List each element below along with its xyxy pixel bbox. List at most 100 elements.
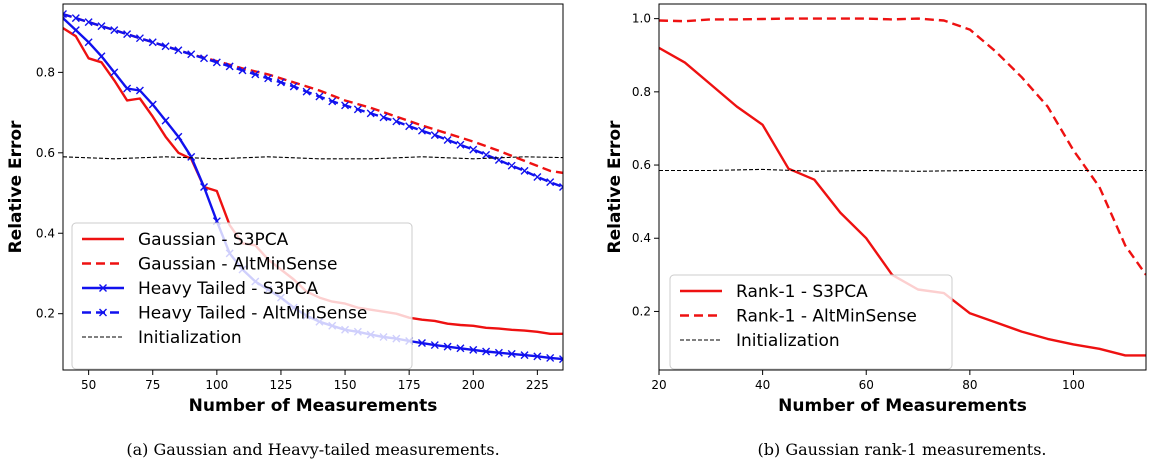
y-tick-label: 0.8 [36,65,55,79]
series-2-point [494,348,503,357]
plot-frame [658,3,1147,371]
legend-box [669,274,953,370]
x-tick-label: 60 [859,378,874,392]
y-tick-label: 0.8 [632,85,651,99]
legend-entry-label: Heavy Tailed - S3PCA [138,279,319,299]
x-tick-label: 40 [755,378,770,392]
series-3-point [251,70,260,79]
chart-panel-b: 20 40 60 80 100 0.2 0.4 0.6 0.8 1.0 Number of Meas… [605,3,1147,459]
series-3-point [71,14,80,23]
y-tick-label: 0.2 [632,304,651,318]
x-tick-label: 100 [1062,378,1085,392]
series-3-point [328,97,337,106]
x-axis-label: Number of Measurements [189,396,438,416]
x-tick-label: 175 [398,378,421,392]
legend-entry-label: Initialization [138,328,242,348]
series-3-point [507,161,516,170]
series-3-point [302,87,311,96]
legend-entry-label: Initialization [736,331,840,351]
y-tick-label: 0.6 [632,158,651,172]
series-3-point [533,172,542,181]
plot-frame [62,3,564,371]
series-3-point [341,101,350,110]
legend-entry-label: Rank-1 - AltMinSense [736,307,917,327]
series-3-point [84,18,93,27]
series-2-point [110,68,119,77]
y-tick-label: 1.0 [632,12,651,26]
x-tick-label: 125 [269,378,292,392]
series-3-point [366,109,375,118]
series-3-point [200,54,209,63]
series-3-point [225,62,234,71]
series-3-point [148,38,157,47]
series-line-2 [659,168,1146,172]
series-2-point [430,341,439,350]
series-3-point [110,26,119,35]
y-tick-label: 0.6 [36,146,55,160]
series-line-4 [63,156,563,160]
series-2-point [533,352,542,361]
series-2-point [135,86,144,95]
series-3-point [63,10,67,19]
y-tick-label: 0.4 [36,226,55,240]
series-2-point [417,339,426,348]
y-tick-label: 0.2 [36,307,55,321]
legend-box [71,222,413,370]
legend-entry-label: Heavy Tailed - AltMinSense [138,304,367,324]
series-3-point [482,150,491,159]
series-3-point [276,78,285,87]
series-2-point [161,116,170,125]
figure-caption: (b) Gaussian rank-1 measurements. [758,440,1047,459]
series-2-point [443,342,452,351]
series-3-point [161,42,170,51]
x-tick-label: 80 [962,378,977,392]
series-3-point [264,74,273,83]
x-tick-label: 75 [145,378,160,392]
legend: Rank-1 - S3PCA Rank-1 - AltMinSense Initia… [669,274,953,370]
series-2-point [507,349,516,358]
series-2-point [482,347,491,356]
series-2-point [546,353,555,362]
series-3-point [469,145,478,154]
series-2-point [559,355,563,364]
series-2-point [520,351,529,360]
series-3-point [123,30,132,39]
series-3-point [212,58,221,67]
series-line-1 [659,17,1146,276]
x-tick-label: 20 [651,378,666,392]
series-2-point [71,26,80,35]
y-axis-label: Relative Error [6,120,26,253]
legend-entry-label: Gaussian - S3PCA [138,230,289,250]
series-2-point [84,38,93,47]
chart-panel-a: 50 75 100 125 150 175 200 225 0.2 0.4 0.6 0.8 Number… [6,3,564,459]
series-3-point [379,113,388,122]
series-3-point [417,126,426,135]
x-axis-label: Number of Measurements [778,396,1027,416]
series-3-point [430,131,439,140]
legend: Gaussian - S3PCA Gaussian - AltMinSense He… [71,222,413,370]
series-3-point [315,92,324,101]
series-2-point [187,152,196,161]
series-3-point [456,140,465,149]
series-3-point [392,117,401,126]
series-3-point [187,50,196,59]
series-3-point [559,183,563,191]
series-2-point [200,183,209,191]
series-2-point [469,345,478,354]
legend-entry-label: Gaussian - AltMinSense [138,255,337,275]
x-tick-label: 100 [205,378,228,392]
series-3-point [520,166,529,175]
series-3-point [443,135,452,144]
series-3-point [97,22,106,31]
x-tick-label: 225 [526,378,549,392]
y-tick-label: 0.4 [632,231,651,245]
figure-caption: (a) Gaussian and Heavy-tailed measuremen… [126,440,499,459]
y-axis-label: Relative Error [605,120,625,253]
series-3-point [289,82,298,91]
series-2-point [123,84,132,93]
series-2-point [97,52,106,61]
series-3-point [238,66,247,75]
series-2-point [148,100,157,109]
legend-entry-label: Rank-1 - S3PCA [736,282,868,302]
